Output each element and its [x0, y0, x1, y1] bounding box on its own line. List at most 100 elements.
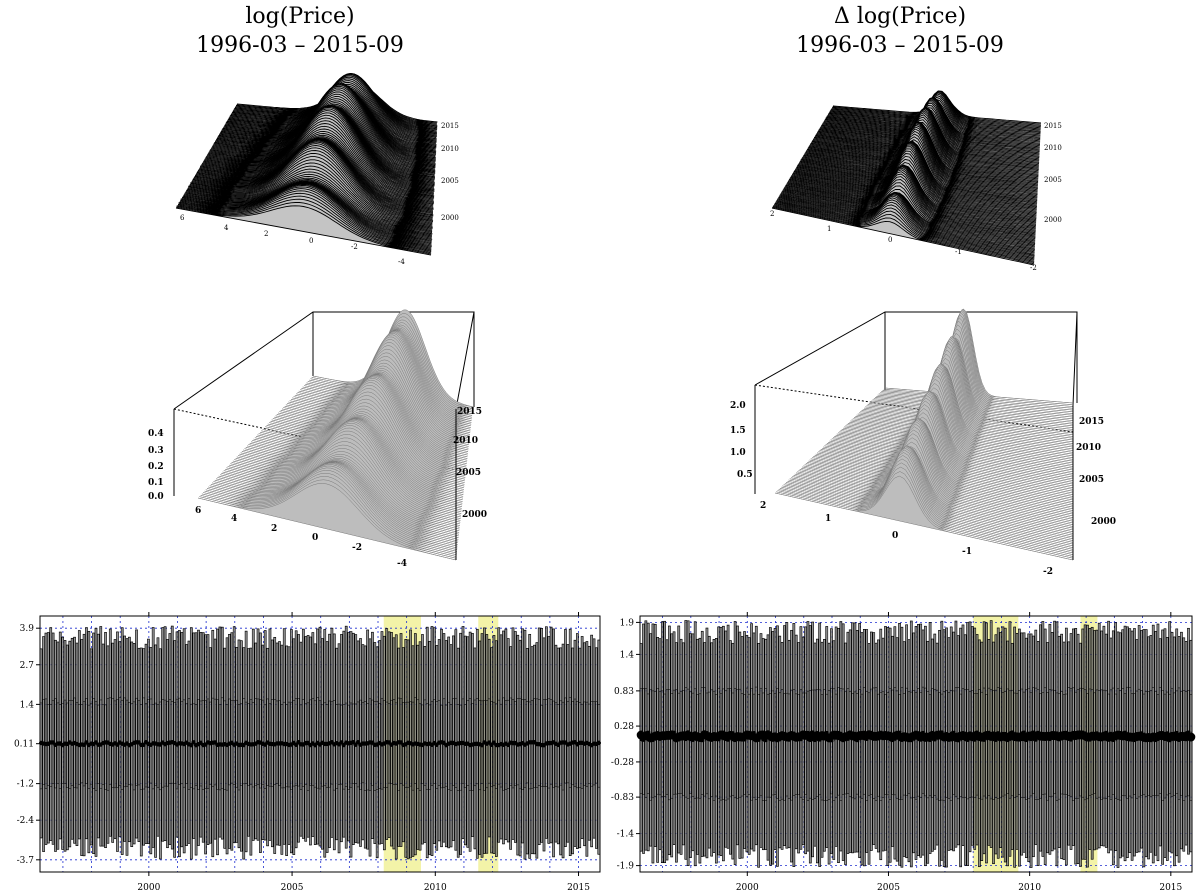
- box-outer: [366, 629, 370, 850]
- x-tick-label: 2010: [424, 883, 447, 890]
- box-outer: [787, 639, 791, 849]
- box-outer: [881, 637, 885, 852]
- box-outer: [290, 629, 293, 854]
- box-outer: [304, 636, 308, 842]
- box-outer: [564, 629, 567, 847]
- y-tick-label: 1.9: [620, 618, 635, 628]
- surface-slice: [829, 391, 1074, 483]
- box-outer: [530, 646, 534, 855]
- box-outer: [907, 639, 911, 863]
- box-outer: [197, 629, 200, 846]
- box-iqr: [530, 699, 534, 789]
- box-outer: [1029, 633, 1033, 868]
- box-outer: [113, 639, 117, 840]
- box-outer: [714, 638, 718, 864]
- box-outer: [651, 623, 655, 864]
- box-outer: [352, 632, 355, 845]
- box-outer: [994, 634, 998, 855]
- box-iqr: [425, 703, 429, 790]
- box-iqr: [299, 704, 303, 790]
- box-outer: [120, 627, 124, 855]
- box-outer: [70, 637, 74, 840]
- y-tick-label: -1.4: [617, 830, 635, 840]
- box-iqr: [349, 702, 353, 788]
- box-outer: [663, 620, 667, 864]
- box-iqr: [178, 697, 181, 785]
- surface-plot-left: 0.4 0.3 0.2 0.1 0.0 6 4 2 0 -2 -4 2015 2…: [148, 309, 487, 569]
- surface-slice: [803, 421, 1074, 520]
- box-outer: [280, 644, 284, 855]
- surface-slice: [813, 420, 1074, 506]
- box-outer: [478, 640, 482, 855]
- surface-right-z-tick: 2.0: [730, 401, 746, 411]
- box-outer: [729, 640, 732, 855]
- box-outer: [535, 642, 539, 859]
- box-outer: [1013, 626, 1017, 868]
- box-outer: [251, 628, 255, 841]
- box-outer: [1123, 625, 1127, 862]
- box-outer: [1079, 642, 1082, 867]
- box-outer: [285, 645, 288, 856]
- surface-slice: [808, 417, 1074, 513]
- ridge-right-x-tick: -1: [955, 248, 962, 256]
- box-outer: [192, 632, 196, 839]
- y-tick-label: 0.83: [614, 687, 634, 697]
- ridge-right-x-ticks: 2 1 0 -1 -2: [770, 210, 1037, 272]
- box-outer: [344, 625, 348, 849]
- box-outer: [209, 647, 212, 844]
- box-outer: [846, 631, 850, 854]
- box-outer: [380, 631, 384, 844]
- box-outer: [506, 638, 510, 843]
- box-outer: [1083, 624, 1087, 860]
- box-outer: [430, 626, 434, 856]
- surface-slice: [836, 378, 1074, 473]
- box-iqr: [263, 704, 267, 789]
- box-outer: [44, 632, 48, 845]
- surface-left-year-tick: 2000: [462, 510, 487, 520]
- box-outer: [658, 638, 662, 851]
- box-outer: [797, 642, 800, 854]
- box-outer: [818, 622, 822, 867]
- y-tick-label: 2.7: [20, 661, 35, 671]
- surface-slice: [779, 458, 1074, 554]
- box-outer: [397, 647, 400, 847]
- box-outer: [1060, 633, 1063, 860]
- surface-left-z-tick: 0.1: [148, 478, 164, 488]
- box-outer: [151, 627, 155, 848]
- box-outer: [406, 639, 410, 860]
- box-outer: [561, 643, 565, 859]
- box-outer: [232, 626, 236, 844]
- surface-right-year-tick: 2005: [1079, 475, 1104, 485]
- box-outer: [1022, 632, 1026, 853]
- box-outer: [309, 636, 312, 846]
- box-outer: [879, 628, 883, 861]
- ridge-left-x-tick: 0: [309, 237, 313, 245]
- box-outer: [549, 626, 553, 844]
- box-iqr: [149, 698, 153, 784]
- box-outer: [428, 640, 431, 855]
- box-outer: [77, 630, 81, 840]
- surface-left-z-tick: 0.0: [148, 492, 164, 502]
- box-outer: [249, 647, 253, 856]
- surface-left-x-tick: 4: [231, 514, 237, 524]
- box-iqr: [516, 698, 520, 786]
- box-iqr: [418, 703, 422, 791]
- box-outer: [888, 627, 892, 863]
- surface-right-z-tick: 0.5: [737, 470, 753, 480]
- box-outer: [502, 630, 505, 845]
- box-iqr: [476, 698, 479, 785]
- box-outer: [1182, 637, 1186, 852]
- box-outer: [468, 631, 472, 852]
- box-outer: [206, 634, 210, 845]
- box-outer: [511, 627, 515, 840]
- box-outer: [337, 643, 341, 854]
- ridge-right-year-ticks: 2015 2010 2005 2000: [1044, 122, 1062, 224]
- surface-slice: [797, 437, 1074, 529]
- box-outer: [347, 632, 350, 842]
- box-outer: [461, 626, 465, 840]
- box-outer: [893, 626, 897, 860]
- boxplot-panel-right: 1.9 1.4 0.83 0.28 -0.28 -0.83 -1.4 -1.9 2000 2005…: [611, 612, 1196, 890]
- box-outer: [173, 640, 176, 858]
- box-outer: [921, 629, 925, 856]
- box-outer: [330, 627, 334, 838]
